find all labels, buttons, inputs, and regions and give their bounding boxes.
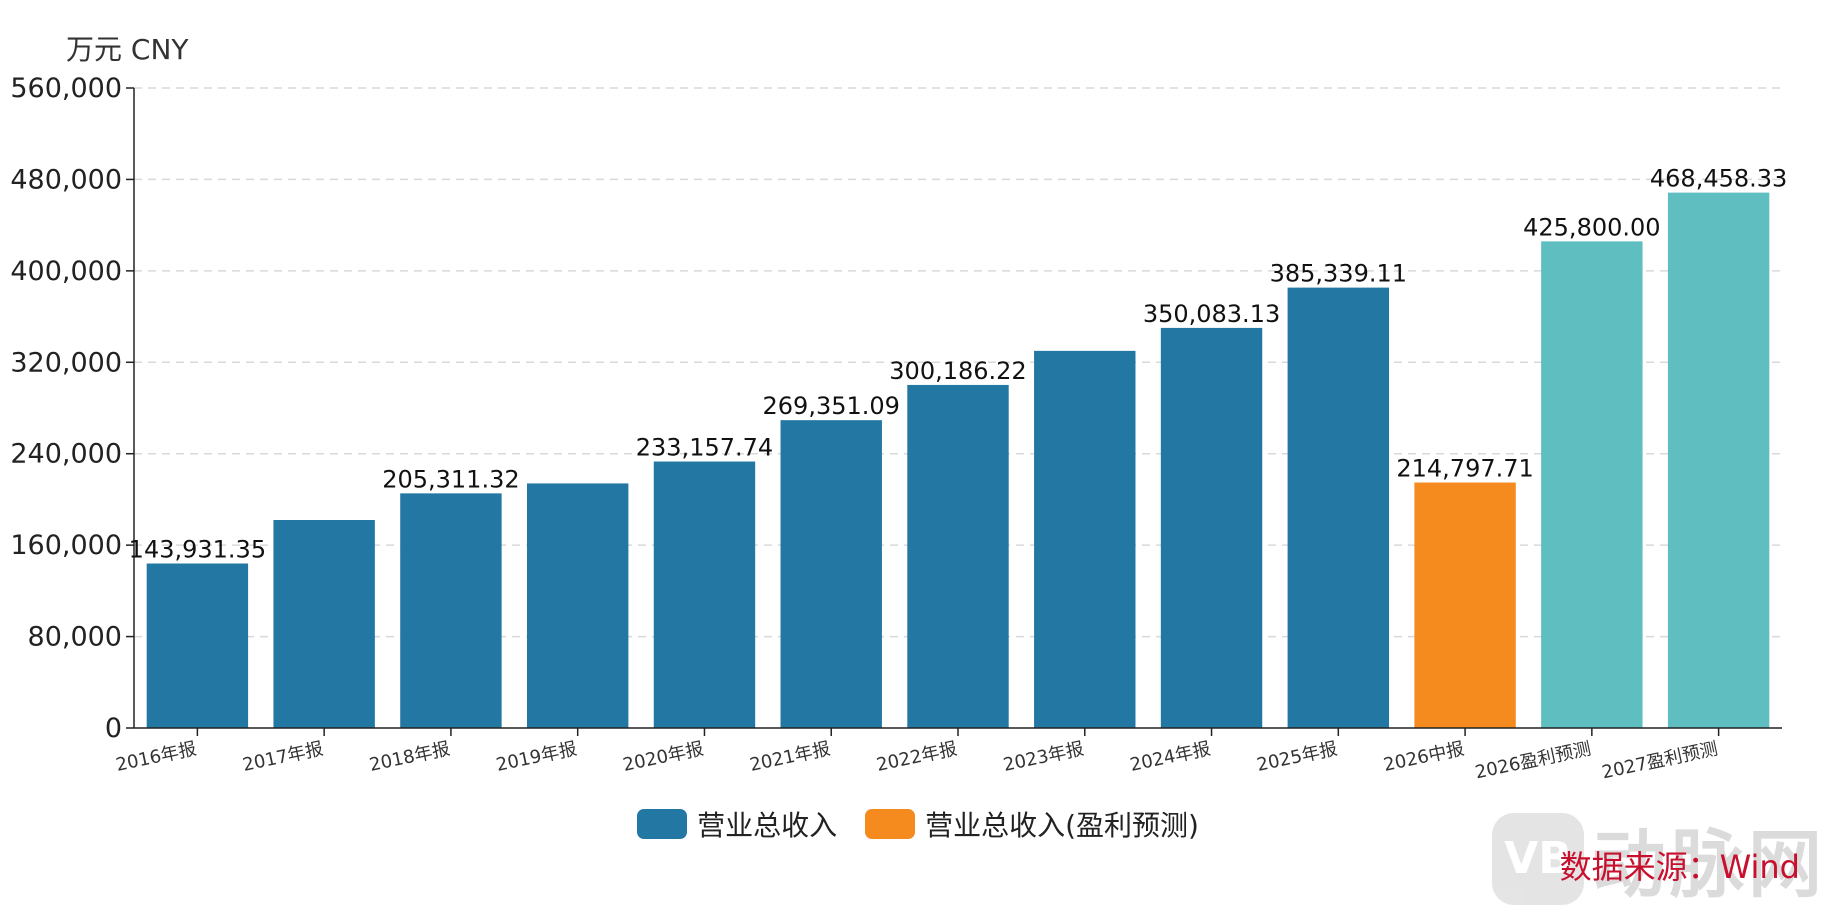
x-tick-label: 2027盈利预测 [1600,738,1720,783]
y-tick-label: 320,000 [10,347,122,378]
y-tick-label: 480,000 [10,164,122,195]
legend: 营业总收入 营业总收入(盈利预测) [0,804,1836,844]
watermark-logo-icon: VB [1492,812,1584,905]
x-tick-label: 2016年报 [114,738,198,776]
bar [400,493,502,728]
bar [653,461,756,728]
bar [146,563,249,728]
bar [1160,327,1263,728]
legend-item-revenue[interactable]: 营业总收入 [637,804,837,844]
data-label: 350,083.13 [1143,300,1280,328]
x-tick-label: 2023年报 [1001,738,1085,776]
legend-item-forecast[interactable]: 营业总收入(盈利预测) [865,804,1199,844]
source-note: 数据来源：Wind [1559,848,1800,886]
bar [1414,482,1516,728]
y-axis: 0 80,000 160,000 240,000 320,000 400,000 480,0… [10,73,135,744]
bar [273,520,375,728]
watermark: VB 动脉网 [1492,805,1826,912]
x-tick-label: 2025年报 [1255,738,1339,776]
x-tick-label: 2026中报 [1382,738,1466,776]
bars [146,192,1770,729]
bar [780,420,882,728]
x-axis: 2016年报 2017年报 2018年报 2019年报 2020年报 2021年报 2022… [114,727,1782,783]
legend-swatch-revenue [637,809,688,839]
data-label: 385,339.11 [1270,260,1407,288]
bar [907,384,1009,728]
data-label: 425,800.00 [1523,213,1660,241]
y-tick-label: 80,000 [28,622,122,653]
y-tick-label: 160,000 [10,530,122,561]
data-label: 269,351.09 [763,392,900,420]
legend-swatch-forecast [865,809,916,839]
x-tick-label: 2024年报 [1128,738,1212,776]
x-tick-label: 2021年报 [748,738,832,776]
data-label: 143,931.35 [129,536,266,564]
data-label: 468,458.33 [1650,165,1787,193]
y-tick-label: 560,000 [10,73,122,104]
legend-label-revenue: 营业总收入 [697,809,838,842]
bar [1287,287,1390,728]
bar [1667,192,1770,729]
y-axis-unit-label: 万元 CNY [66,33,189,66]
data-label: 233,157.74 [636,434,773,462]
y-tick-label: 400,000 [10,256,122,287]
x-tick-label: 2019年报 [494,738,578,776]
y-tick-label: 240,000 [10,439,122,470]
data-label: 300,186.22 [889,357,1026,385]
bar [526,483,629,728]
bar [1541,241,1643,728]
x-tick-label: 2017年报 [241,738,325,776]
x-tick-label: 2022年报 [875,738,959,776]
legend-label-forecast: 营业总收入(盈利预测) [925,809,1199,842]
bar-chart: 0 80,000 160,000 240,000 320,000 400,000 480,0… [10,73,1788,783]
x-tick-label: 2018年报 [368,738,452,776]
x-tick-label: 2020年报 [621,738,705,776]
bar [1034,350,1136,728]
watermark-text: 动脉网 [1592,822,1826,908]
data-labels: 143,931.35 205,311.32 233,157.74 269,351.09… [129,165,1788,564]
x-tick-label: 2026盈利预测 [1473,738,1593,783]
y-tick-label: 0 [105,713,122,744]
data-label: 205,311.32 [382,465,519,493]
data-label: 214,797.71 [1396,455,1533,483]
